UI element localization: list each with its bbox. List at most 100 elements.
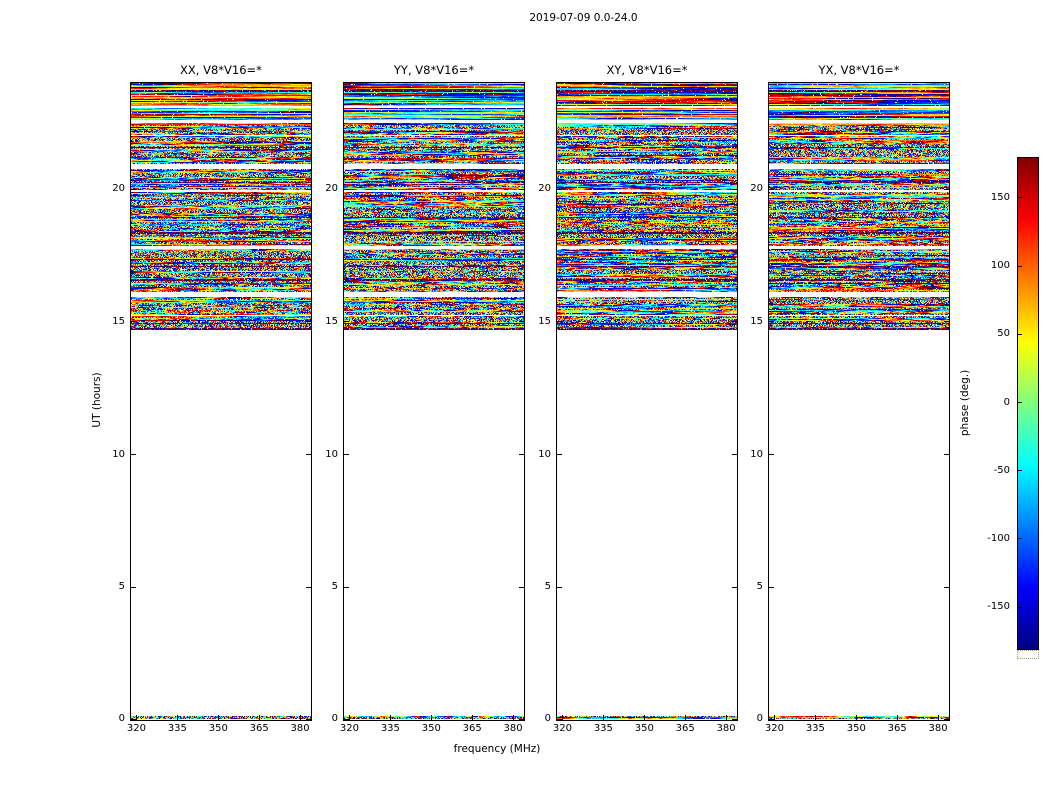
x-tick-label: 350 [421,723,441,734]
x-tick-label: 335 [380,723,400,734]
y-tick-label: 20 [325,183,338,195]
y-tick-label: 0 [756,713,763,724]
y-tick-label: 5 [331,581,338,593]
y-tick-label: 0 [544,713,551,724]
colorbar-tick-label: -50 [993,464,1010,476]
colorbar-tick-mark [1018,470,1022,472]
y-tick-mark [519,586,524,588]
x-tick-label: 335 [805,723,825,734]
y-tick-mark [306,188,311,190]
heatmap-canvas-XX [131,83,311,720]
y-tick-label: 10 [750,448,763,460]
y-tick-mark [557,454,562,456]
y-tick-mark [769,718,774,720]
y-tick-label: 5 [544,581,551,593]
x-tick-label: 335 [593,723,613,734]
colorbar-tick-label: 150 [990,191,1010,203]
y-tick-label: 20 [112,183,125,195]
y-tick-mark [519,188,524,190]
y-tick-mark [131,188,136,190]
x-tick-label: 365 [249,723,269,734]
x-tick-label: 320 [339,723,360,734]
colorbar-tick-mark [1018,333,1022,335]
x-tick-label: 380 [716,723,736,734]
x-tick-label: 320 [126,723,147,734]
y-tick-mark [519,454,524,456]
colorbar-tick-mark [1018,265,1022,267]
y-tick-label: 5 [118,581,125,593]
y-tick-label: 5 [756,581,763,593]
y-tick-mark [769,188,774,190]
colorbar-label: phase (deg.) [959,369,971,436]
y-tick-mark [944,454,949,456]
y-tick-label: 0 [331,713,338,724]
x-tick-label: 380 [928,723,948,734]
y-tick-mark [944,188,949,190]
colorbar-tick-label: -100 [987,532,1010,544]
y-tick-mark [519,321,524,323]
y-tick-mark [732,188,737,190]
colorbar-gradient [1017,157,1039,650]
x-tick-mark [135,715,137,720]
x-tick-mark [643,715,645,720]
y-tick-mark [344,454,349,456]
y-tick-label: 15 [538,315,551,327]
x-tick-mark [512,715,514,720]
panel-title-XY: XY, V8*V16=* [606,63,688,77]
x-tick-label: 350 [846,723,866,734]
heatmap-canvas-YX [769,83,949,720]
x-tick-mark [855,715,857,720]
y-axis-label: UT (hours) [91,372,103,428]
colorbar-extend-patch [1017,650,1039,659]
y-tick-label: 15 [750,315,763,327]
y-tick-mark [131,454,136,456]
y-tick-mark [344,718,349,720]
x-tick-label: 380 [290,723,310,734]
y-tick-mark [944,321,949,323]
y-tick-label: 10 [112,448,125,460]
x-tick-mark [684,715,686,720]
panel-YY: YY, V8*V16=* 320 335 350 365 380 0 5 10 15 20 [325,63,525,734]
y-tick-mark [557,586,562,588]
heatmap-canvas-XY [557,83,737,720]
y-tick-mark [344,188,349,190]
x-tick-mark [937,715,939,720]
colorbar-tick-label: -150 [987,601,1010,613]
y-tick-label: 20 [538,183,551,195]
x-tick-label: 365 [462,723,482,734]
x-tick-mark [348,715,350,720]
y-tick-mark [732,321,737,323]
x-tick-label: 320 [764,723,785,734]
colorbar-tick-mark [1018,538,1022,540]
y-tick-mark [769,586,774,588]
colorbar-tick-label: 50 [997,328,1010,340]
y-tick-mark [557,321,562,323]
x-tick-label: 380 [503,723,523,734]
x-tick-mark [430,715,432,720]
panel-title-YY: YY, V8*V16=* [393,63,475,77]
x-tick-label: 350 [634,723,654,734]
heatmap-canvas-YY [344,83,524,720]
x-tick-mark [773,715,775,720]
y-tick-mark [131,586,136,588]
y-tick-mark [557,188,562,190]
y-tick-label: 10 [325,448,338,460]
x-tick-label: 365 [675,723,695,734]
x-tick-mark [602,715,604,720]
panel-title-YX: YX, V8*V16=* [818,63,900,77]
colorbar-tick-label: 100 [990,260,1010,272]
x-tick-mark [896,715,898,720]
y-tick-mark [306,586,311,588]
y-tick-mark [131,321,136,323]
y-tick-mark [131,718,136,720]
colorbar-tick-mark [1018,606,1022,608]
y-tick-label: 15 [112,315,125,327]
x-tick-label: 365 [887,723,907,734]
y-tick-label: 20 [750,183,763,195]
y-tick-mark [344,321,349,323]
panel-XY: XY, V8*V16=* 320 335 350 365 380 0 5 10 15 20 [538,63,738,734]
panel-YX: YX, V8*V16=* 320 335 350 365 380 0 5 10 15 20 [750,63,950,734]
x-tick-mark [176,715,178,720]
y-tick-mark [306,454,311,456]
y-tick-mark [769,454,774,456]
